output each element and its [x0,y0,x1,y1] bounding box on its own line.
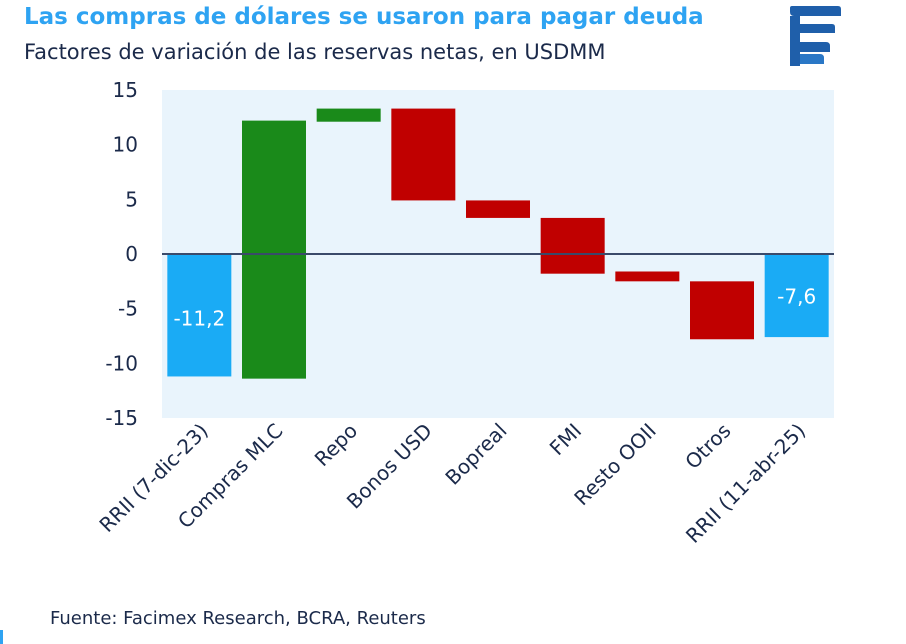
y-tick-label: 15 [113,78,138,102]
data-label: -11,2 [173,306,225,330]
x-tick-label: Repo [310,419,362,471]
bar-decrease [540,217,605,274]
chart-subtitle: Factores de variación de las reservas ne… [24,40,606,64]
y-tick-label: -10 [105,351,138,375]
y-axis: 15 10 5 0 -5 -10 -15 [105,78,138,430]
waterfall-chart: 15 10 5 0 -5 -10 -15 -11,2 -7,6 RRII (7-dic-23)… [94,78,834,548]
x-tick-label: FMI [545,419,586,460]
bar-decrease [690,281,754,340]
bar-decrease [466,200,530,218]
y-tick-label: 0 [125,242,138,266]
facimex-logo-icon [790,6,841,66]
y-tick-label: 10 [113,133,138,157]
data-label: -7,6 [777,285,816,309]
edge-mark [0,630,3,644]
y-tick-label: 5 [125,187,138,211]
bar-total [764,254,829,338]
x-tick-label: Resto OOII [569,419,661,511]
x-tick-label: Bopreal [440,419,511,490]
y-tick-label: -15 [105,406,138,430]
source-note: Fuente: Facimex Research, BCRA, Reuters [50,608,426,629]
bar-decrease [391,108,456,201]
bar-total [167,254,232,377]
y-tick-label: -5 [118,297,138,321]
bar-decrease [615,271,680,282]
chart-title: Las compras de dólares se usaron para pa… [24,4,704,30]
x-tick-label: Otros [680,419,735,474]
bar-increase [242,120,306,379]
bars [167,108,829,379]
bar-increase [316,108,381,122]
data-labels: -11,2 -7,6 [173,285,816,331]
